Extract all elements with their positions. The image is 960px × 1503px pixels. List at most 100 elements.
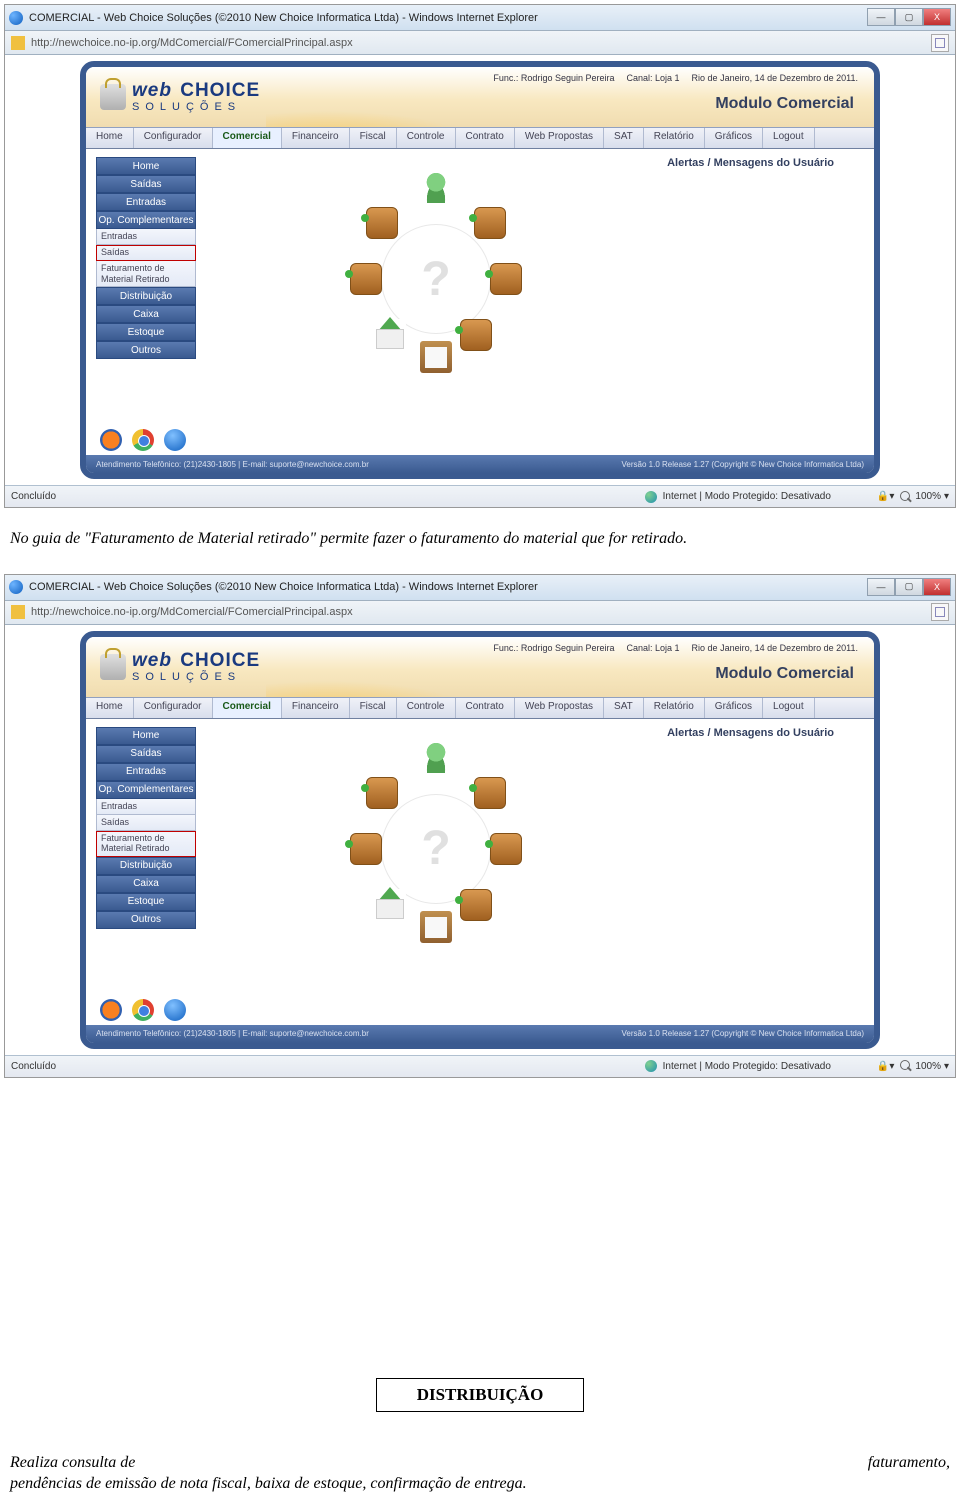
alerts-heading: Alertas / Mensagens do Usuário (226, 157, 864, 169)
zoom-control[interactable]: 100% ▾ (900, 491, 949, 503)
clipboard-icon[interactable] (420, 341, 452, 373)
sidebar-sub-faturamento[interactable]: Faturamento de Material Retirado (96, 261, 196, 287)
topnav-graficos[interactable]: Gráficos (705, 698, 763, 718)
sidebar-sub-saidas[interactable]: Saídas (96, 815, 196, 831)
topnav-relatorio[interactable]: Relatório (644, 128, 705, 148)
sidebar-saidas[interactable]: Saídas (96, 745, 196, 763)
box-icon[interactable] (366, 207, 398, 239)
minimize-button[interactable]: — (867, 578, 895, 596)
sidebar-sub-saidas[interactable]: Saídas (96, 245, 196, 261)
app-frame: web CHOICE SOLUÇÕES Func.: Rodrigo Segui… (80, 61, 880, 479)
maximize-button[interactable]: ▢ (895, 8, 923, 26)
zoom-control[interactable]: 100% ▾ (900, 1060, 949, 1072)
topnav-configurador[interactable]: Configurador (134, 698, 213, 718)
box-icon[interactable] (366, 777, 398, 809)
sidebar: Home Saídas Entradas Op. Complementares … (96, 727, 196, 979)
box-icon[interactable] (474, 207, 506, 239)
url-text[interactable]: http://newchoice.no-ip.org/MdComercial/F… (31, 37, 353, 49)
header-info: Func.: Rodrigo Seguin Pereira Canal: Loj… (493, 73, 858, 83)
ie-icon (9, 580, 23, 594)
box-icon[interactable] (490, 263, 522, 295)
topnav-configurador[interactable]: Configurador (134, 128, 213, 148)
box-icon[interactable] (460, 889, 492, 921)
sidebar-home[interactable]: Home (96, 727, 196, 745)
box-icon[interactable] (474, 777, 506, 809)
topnav-relatorio[interactable]: Relatório (644, 698, 705, 718)
topnav-controle[interactable]: Controle (397, 698, 456, 718)
app-footer: Atendimento Telefônico: (21)2430-1805 | … (86, 455, 874, 473)
sidebar-sub-entradas[interactable]: Entradas (96, 229, 196, 245)
topnav-financeiro[interactable]: Financeiro (282, 698, 350, 718)
sidebar-caixa[interactable]: Caixa (96, 875, 196, 893)
header-localdata: Rio de Janeiro, 14 de Dezembro de 2011. (692, 643, 858, 653)
browser-title: COMERCIAL - Web Choice Soluções (©2010 N… (29, 581, 538, 593)
status-left: Concluído (11, 1061, 56, 1072)
status-left: Concluído (11, 491, 56, 502)
ie-statusbar: Concluído Internet | Modo Protegido: Des… (5, 1055, 955, 1077)
topnav-sat[interactable]: SAT (604, 698, 644, 718)
topnav-comercial[interactable]: Comercial (213, 698, 282, 718)
topnav-contrato[interactable]: Contrato (456, 698, 515, 718)
status-right: Internet | Modo Protegido: Desativado (663, 1061, 831, 1072)
sidebar-entradas[interactable]: Entradas (96, 193, 196, 211)
sidebar-caixa[interactable]: Caixa (96, 305, 196, 323)
sidebar-opcomp[interactable]: Op. Complementares (96, 781, 196, 799)
browser-addressbar: http://newchoice.no-ip.org/MdComercial/F… (5, 31, 955, 55)
topnav-logout[interactable]: Logout (763, 698, 815, 718)
header-info: Func.: Rodrigo Seguin Pereira Canal: Loj… (493, 643, 858, 653)
topnav-financeiro[interactable]: Financeiro (282, 128, 350, 148)
box-icon[interactable] (490, 833, 522, 865)
header-swoosh (266, 67, 486, 127)
section-heading-box: DISTRIBUIÇÃO (376, 1378, 585, 1412)
zoom-icon (900, 1060, 912, 1072)
sidebar-sub-entradas[interactable]: Entradas (96, 799, 196, 815)
house-icon[interactable] (374, 319, 406, 351)
maximize-button[interactable]: ▢ (895, 578, 923, 596)
topnav-webpropostas[interactable]: Web Propostas (515, 128, 604, 148)
topnav-webpropostas[interactable]: Web Propostas (515, 698, 604, 718)
sidebar-sub-faturamento[interactable]: Faturamento de Material Retirado (96, 831, 196, 857)
page-options-icon[interactable] (931, 603, 949, 621)
firefox-icon (100, 429, 122, 451)
clipboard-icon[interactable] (420, 911, 452, 943)
page-area: web CHOICE SOLUÇÕES Func.: Rodrigo Segui… (5, 631, 955, 1055)
close-button[interactable]: X (923, 8, 951, 26)
topnav-contrato[interactable]: Contrato (456, 128, 515, 148)
sidebar-outros[interactable]: Outros (96, 911, 196, 929)
close-button[interactable]: X (923, 578, 951, 596)
topnav-home[interactable]: Home (86, 128, 134, 148)
topnav-fiscal[interactable]: Fiscal (350, 128, 397, 148)
person-icon[interactable] (420, 171, 452, 203)
person-icon[interactable] (420, 741, 452, 773)
sidebar-estoque[interactable]: Estoque (96, 323, 196, 341)
window-buttons: — ▢ X (867, 578, 951, 596)
ie-icon (9, 11, 23, 25)
sidebar-outros[interactable]: Outros (96, 341, 196, 359)
header-func: Func.: Rodrigo Seguin Pereira (493, 73, 614, 83)
topnav-comercial[interactable]: Comercial (213, 128, 282, 148)
box-icon[interactable] (350, 263, 382, 295)
topnav-sat[interactable]: SAT (604, 128, 644, 148)
sidebar-estoque[interactable]: Estoque (96, 893, 196, 911)
app-header: web CHOICE SOLUÇÕES Func.: Rodrigo Segui… (86, 637, 874, 697)
sidebar-home[interactable]: Home (96, 157, 196, 175)
url-text[interactable]: http://newchoice.no-ip.org/MdComercial/F… (31, 606, 353, 618)
page-options-icon[interactable] (931, 34, 949, 52)
header-canal: Canal: Loja 1 (627, 643, 680, 653)
sidebar-distribuicao[interactable]: Distribuição (96, 857, 196, 875)
app-frame: web CHOICE SOLUÇÕES Func.: Rodrigo Segui… (80, 631, 880, 1049)
topnav-graficos[interactable]: Gráficos (705, 128, 763, 148)
box-icon[interactable] (350, 833, 382, 865)
house-icon[interactable] (374, 889, 406, 921)
topnav-home[interactable]: Home (86, 698, 134, 718)
sidebar-saidas[interactable]: Saídas (96, 175, 196, 193)
minimize-button[interactable]: — (867, 8, 895, 26)
topnav-logout[interactable]: Logout (763, 128, 815, 148)
sidebar-opcomp[interactable]: Op. Complementares (96, 211, 196, 229)
sidebar-distribuicao[interactable]: Distribuição (96, 287, 196, 305)
topnav-controle[interactable]: Controle (397, 128, 456, 148)
topnav-fiscal[interactable]: Fiscal (350, 698, 397, 718)
sidebar-entradas[interactable]: Entradas (96, 763, 196, 781)
logo-main: web CHOICE (132, 81, 260, 100)
box-icon[interactable] (460, 319, 492, 351)
